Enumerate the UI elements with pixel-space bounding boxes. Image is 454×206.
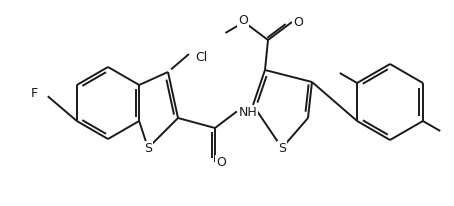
Text: O: O: [293, 15, 303, 28]
Text: NH: NH: [239, 105, 257, 118]
Text: S: S: [278, 142, 286, 154]
Text: S: S: [144, 142, 152, 154]
Text: O: O: [238, 14, 248, 27]
Text: Cl: Cl: [195, 50, 207, 63]
Text: O: O: [216, 156, 226, 169]
Text: F: F: [30, 87, 38, 99]
